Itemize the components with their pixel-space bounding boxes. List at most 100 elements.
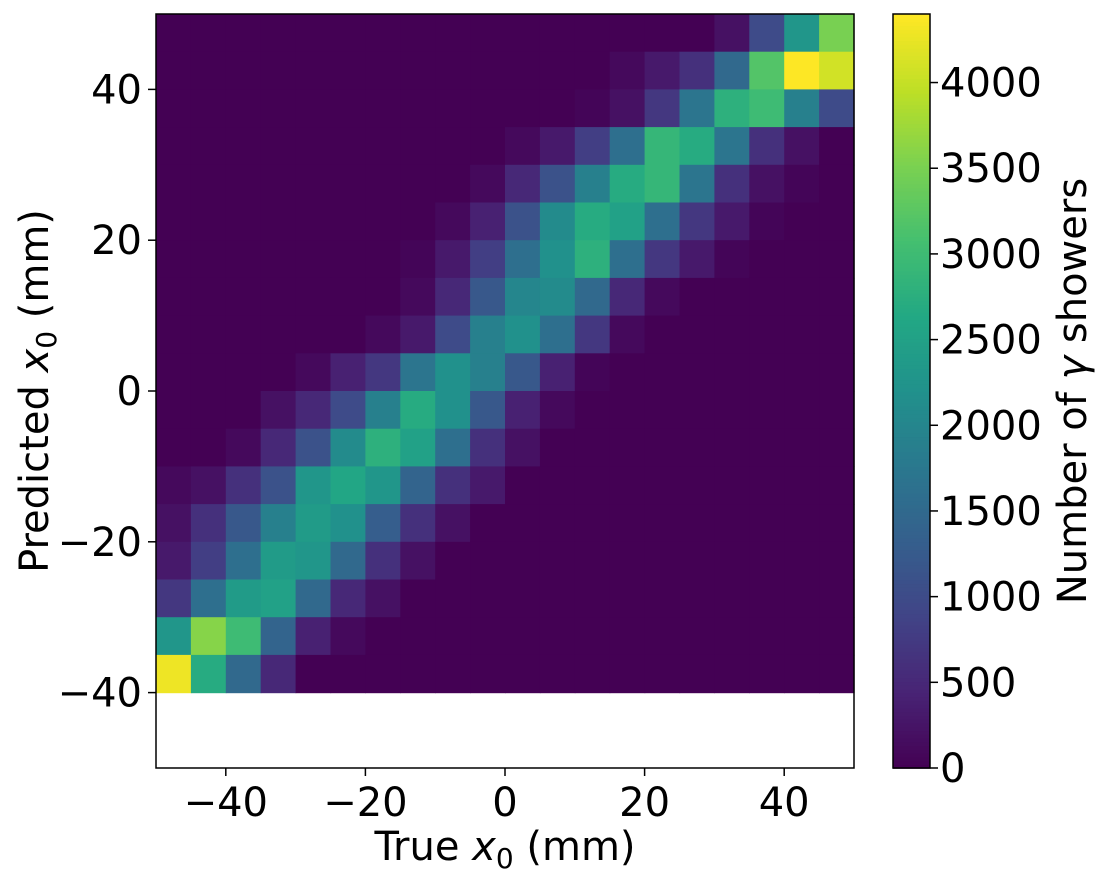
heatmap-cell [574,51,611,90]
colorbar-strip [893,161,930,166]
heatmap-cell [470,466,506,505]
heatmap-cell [435,89,471,128]
heatmap-cell [260,164,297,204]
heatmap-cell [609,353,646,392]
heatmap-cell [749,391,785,430]
heatmap-cell [156,51,192,90]
colorbar-strip [893,511,930,517]
heatmap-cell [539,466,576,505]
heatmap-cell [784,164,820,204]
heatmap-cell [784,541,820,581]
heatmap-cell [330,391,366,430]
heatmap-cell [295,391,332,430]
colorbar-strip [893,228,930,234]
heatmap-cell [505,504,541,543]
heatmap-cell [609,579,646,618]
colorbar-strip [893,364,930,370]
heatmap-cell [749,202,785,241]
heatmap-cell [819,277,855,317]
heatmap-cell [644,127,681,166]
heatmap-cell [330,504,366,543]
heatmap-cell [574,654,611,694]
heatmap-cell [225,51,262,90]
colorbar-strip [893,466,930,471]
heatmap-cell [330,428,366,467]
colorbar-strip [893,745,930,750]
heatmap-cell [225,315,262,354]
colorbar-strip [893,78,930,83]
heatmap-cell [470,240,506,279]
colorbar-strip [893,632,930,637]
colorbar-strip [893,473,930,479]
colorbar-strip [893,421,930,426]
heatmap-cell [365,51,401,90]
colorbar-strip [893,756,930,762]
colorbar-strip [893,666,930,671]
colorbar-strip [893,406,930,411]
heatmap-cell [365,579,401,618]
colorbar-strip [893,489,930,494]
heatmap-cell [260,127,297,166]
y-axis-label-sub: 0 [30,331,63,349]
heatmap-cell [400,202,436,241]
heatmap-cell [714,202,750,241]
colorbar-strip [893,500,930,505]
heatmap-cell [574,127,611,166]
heatmap-cell [156,654,192,694]
heatmap-cell [330,277,366,317]
colorbar-strip [893,624,930,630]
heatmap-cell [644,391,681,430]
heatmap-cell [400,541,436,581]
heatmap-cell [470,504,506,543]
heatmap-cell [784,654,820,694]
heatmap-cell [435,164,471,204]
heatmap-cell [539,541,576,581]
heatmap-cell [435,579,471,618]
heatmap-cell [644,579,681,618]
colorbar-strip [893,266,930,272]
colorbar-strip [893,32,930,38]
heatmap-cell [156,127,192,166]
heatmap-cell [505,164,541,204]
colorbar-strip [893,25,930,30]
heatmap-cell [225,617,262,656]
heatmap-cell [156,617,192,656]
colorbar-strip [893,413,930,419]
heatmap-cell [784,202,820,241]
heatmap-cell [330,654,366,694]
colorbar-strip [893,311,930,317]
heatmap-cell [435,353,471,392]
heatmap-cell [539,51,576,90]
x-axis-label-post: (mm) [514,824,636,870]
colorbar-strip [893,538,930,543]
heatmap-cell [225,127,262,166]
heatmap-cell [330,353,366,392]
heatmap-cell [539,391,576,430]
colorbar-strip [893,432,930,438]
x-axis-label: True x0 (mm) [373,824,635,875]
heatmap-cell [260,240,297,279]
heatmap-cell [156,579,192,618]
colorbar-strip [893,210,930,215]
heatmap-cell [225,89,262,128]
heatmap-cell [365,466,401,505]
heatmap-cell [819,654,855,694]
heatmap-cell [400,240,436,279]
y-axis-label: Predicted x0 (mm) [12,209,63,573]
colorbar-strip [893,394,930,400]
x-tick-label: 40 [759,780,810,826]
heatmap-cell [505,14,541,53]
heatmap-cell [505,654,541,694]
colorbar-strip [893,700,930,705]
heatmap-cell [260,466,297,505]
colorbar-strip [893,372,930,377]
colorbar-strip [893,409,930,415]
colorbar-strip [893,55,930,61]
heatmap-cell [225,504,262,543]
heatmap-cell [679,164,715,204]
heatmap-cell [190,391,227,430]
heatmap-cell [365,164,401,204]
colorbar-strip [893,718,930,724]
heatmap-cell [295,541,332,581]
heatmap-cell [365,240,401,279]
